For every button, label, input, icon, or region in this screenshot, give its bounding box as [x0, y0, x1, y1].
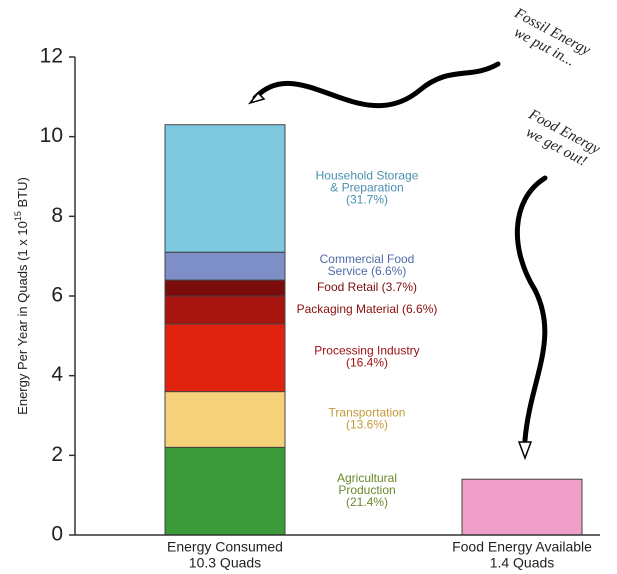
segment-label-line: Agricultural [337, 471, 397, 485]
segment-label-line: Service (6.6%) [328, 264, 407, 278]
segment-label: Processing Industry (16.4%) [314, 344, 419, 370]
y-tick-label: 4 [51, 363, 63, 386]
x-tick-label: Energy Consumed [167, 539, 283, 555]
x-tick-sublabel: 10.3 Quads [189, 555, 261, 571]
bar-segment [164, 323, 286, 393]
segment-label-line: & Preparation [330, 181, 403, 195]
pen-nib [517, 441, 533, 461]
y-label-end: BTU) [15, 177, 30, 211]
food-arrow [514, 175, 548, 443]
y-axis-label: Energy Per Year in Quads (1 x 1015 BTU) [13, 177, 30, 415]
bar-segment [164, 295, 286, 325]
y-tick-label: 0 [51, 523, 63, 546]
bar-segment [164, 391, 286, 448]
segment-label: Agricultural Production (21.4%) [337, 471, 397, 509]
segment-label: Transportation (13.6%) [329, 406, 406, 432]
segment-label: Commercial Food Service (6.6%) [320, 252, 415, 278]
segment-label-line: Household Storage [316, 169, 419, 183]
segment-label-line: (31.7%) [346, 193, 388, 207]
bar-segment [164, 251, 286, 281]
bar-segment [164, 446, 286, 536]
bar-segment [461, 478, 583, 536]
fossil-arrow [252, 61, 501, 109]
segment-label-line: Production [338, 483, 395, 497]
segment-label-line: Transportation [329, 406, 406, 420]
segment-label-line: (21.4%) [346, 495, 388, 509]
x-tick-label: Food Energy Available [452, 539, 592, 555]
segment-label: Food Retail (3.7%) [317, 280, 417, 294]
bar-segment [164, 124, 286, 253]
annotation: Food Energywe get out! [517, 107, 603, 173]
y-tick-label: 12 [40, 45, 63, 68]
segment-label-line: Food Retail (3.7%) [317, 280, 417, 294]
y-label-exponent: 15 [13, 211, 23, 221]
y-label-text: Energy Per Year in Quads (1 x 10 [15, 221, 30, 415]
bar-segment [164, 279, 286, 297]
x-tick-sublabel: 1.4 Quads [490, 555, 555, 571]
pen-nib [247, 91, 266, 105]
y-tick-label: 8 [51, 204, 63, 227]
segment-label-line: Packaging Material (6.6%) [297, 302, 438, 316]
segment-label-line: (13.6%) [346, 418, 388, 432]
segment-label: Packaging Material (6.6%) [297, 302, 438, 316]
y-tick-label: 2 [51, 443, 63, 466]
segment-label-line: (16.4%) [346, 356, 388, 370]
y-tick-label: 10 [40, 124, 63, 147]
segment-label: Household Storage & Preparation (31.7%) [316, 169, 419, 207]
y-tick-label: 6 [51, 284, 63, 307]
annotation: Fossil Energywe put in... [503, 5, 593, 74]
segment-label-line: Commercial Food [320, 252, 415, 266]
segment-label-line: Processing Industry [314, 344, 419, 358]
